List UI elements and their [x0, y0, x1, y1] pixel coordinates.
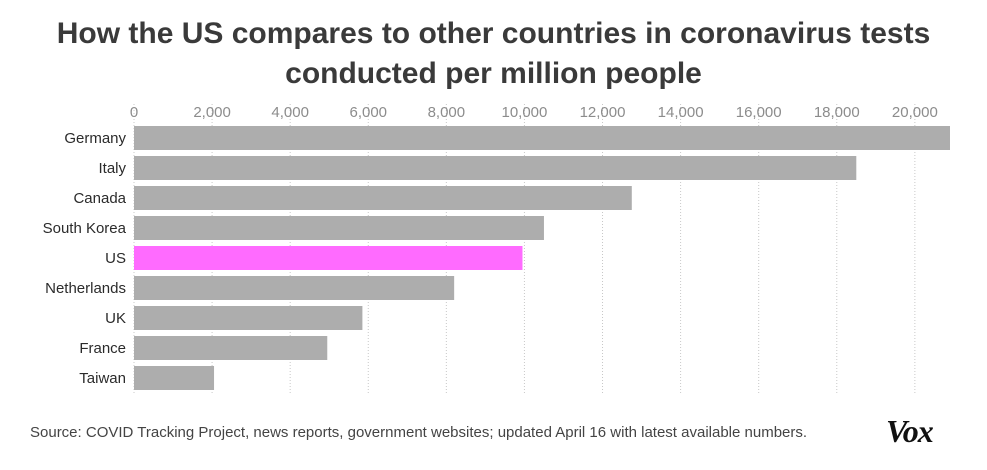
x-tick-label: 18,000: [814, 104, 860, 121]
bar-italy: [134, 156, 857, 180]
x-axis-ticks: 0 2,000 4,000 6,000 8,000 10,000 12,000 14,000 1…: [130, 104, 938, 121]
category-label: Canada: [73, 190, 126, 207]
category-label: Germany: [64, 130, 126, 147]
bar-germany: [134, 126, 950, 150]
bar-netherlands: [134, 276, 455, 300]
x-tick-label: 6,000: [349, 104, 387, 121]
vox-logo: Vox: [886, 413, 934, 449]
category-label: UK: [105, 310, 126, 327]
x-tick-label: 12,000: [580, 104, 626, 121]
x-tick-label: 8,000: [428, 104, 466, 121]
chart-title: How the US compares to other countries i…: [0, 14, 987, 94]
x-tick-label: 10,000: [501, 104, 547, 121]
x-tick-label: 14,000: [658, 104, 704, 121]
category-label: Netherlands: [45, 280, 126, 297]
bar-france: [134, 336, 328, 360]
source-note: Source: COVID Tracking Project, news rep…: [30, 424, 808, 441]
x-tick-label: 20,000: [892, 104, 938, 121]
x-tick-label: 16,000: [736, 104, 782, 121]
chart-title-line-2: conducted per million people: [285, 57, 702, 90]
gridlines: [133, 104, 916, 393]
bar-south-korea: [134, 216, 544, 240]
x-tick-label: 2,000: [193, 104, 231, 121]
category-labels: Germany Italy Canada South Korea US Netherlan…: [43, 130, 127, 387]
category-label: Italy: [98, 160, 126, 177]
category-label: US: [105, 250, 126, 267]
bar-canada: [134, 186, 632, 210]
x-tick-label: 0: [130, 104, 138, 121]
x-tick-label: 4,000: [271, 104, 309, 121]
bar-chart: 0 2,000 4,000 6,000 8,000 10,000 12,000 14,000 1…: [43, 104, 950, 393]
bars: [134, 126, 950, 390]
category-label: France: [79, 340, 126, 357]
category-label: Taiwan: [79, 370, 126, 387]
bar-taiwan: [134, 366, 215, 390]
chart-title-line-1: How the US compares to other countries i…: [56, 17, 931, 50]
bar-us: [134, 246, 523, 270]
category-label: South Korea: [43, 220, 127, 237]
bar-uk: [134, 306, 363, 330]
